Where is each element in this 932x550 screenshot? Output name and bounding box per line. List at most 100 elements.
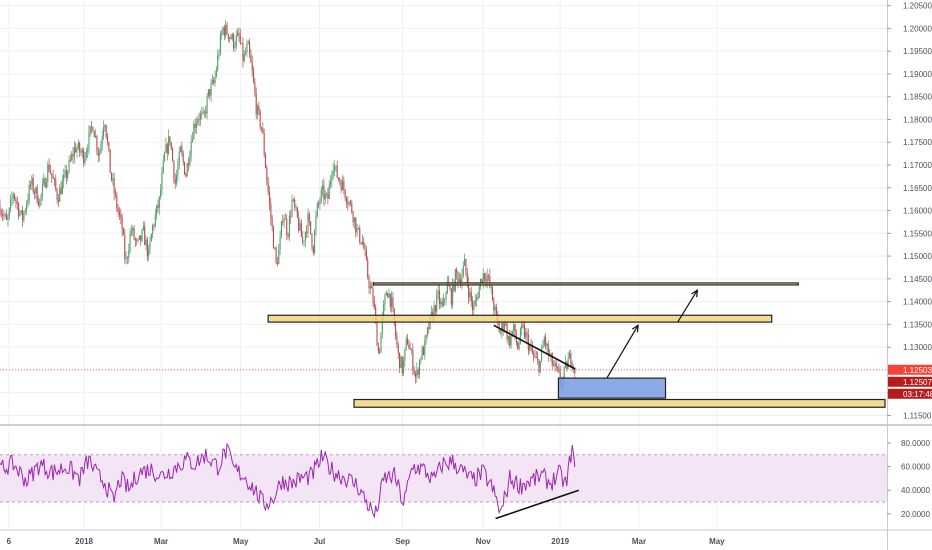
candle-body xyxy=(166,144,168,154)
candle-body xyxy=(67,171,69,179)
candle-body xyxy=(311,233,313,247)
candle-body xyxy=(450,289,452,305)
x-tick-label: Mar xyxy=(632,537,646,546)
candle-body xyxy=(223,27,225,36)
candle-body xyxy=(237,32,239,36)
candle-body xyxy=(102,127,105,137)
candle-body xyxy=(112,178,114,181)
rsi-pane[interactable] xyxy=(0,442,887,519)
candle-body xyxy=(215,69,217,77)
candle-body xyxy=(255,93,257,115)
candle-body xyxy=(214,76,216,83)
support-resistance-zone[interactable] xyxy=(353,398,886,408)
projection-arrow-2[interactable] xyxy=(677,289,699,322)
candle-body xyxy=(48,164,50,171)
y-tick-label: 1.14000 xyxy=(903,298,932,307)
candle-body xyxy=(201,112,203,114)
candle-body xyxy=(322,185,324,190)
candle-body xyxy=(254,82,256,94)
candle-body xyxy=(114,193,117,195)
candle-body xyxy=(487,275,490,277)
candle-body xyxy=(14,194,16,200)
candle-body xyxy=(458,279,460,283)
candle-body xyxy=(438,290,440,304)
candle-body xyxy=(173,160,175,180)
price-pane[interactable] xyxy=(0,20,887,393)
candle-body xyxy=(307,213,309,233)
candle-body xyxy=(485,278,487,282)
candle-body xyxy=(235,35,237,46)
support-resistance-zone[interactable] xyxy=(267,314,773,323)
candle-body xyxy=(44,178,46,188)
candle-body xyxy=(495,307,498,315)
candle-body xyxy=(182,153,184,163)
candle-body xyxy=(40,194,42,200)
candle-body xyxy=(156,205,158,215)
drawings-layer[interactable] xyxy=(267,282,886,520)
candle-body xyxy=(179,146,182,152)
candle-body xyxy=(412,349,414,371)
candle-body xyxy=(83,149,85,164)
candle-body xyxy=(7,216,9,220)
candle-body xyxy=(195,123,198,129)
candle-body xyxy=(344,189,346,199)
candle-body xyxy=(442,299,444,307)
candle-body xyxy=(278,249,280,265)
candle-body xyxy=(271,217,273,227)
candle-body xyxy=(551,353,553,366)
x-tick-label: 2019 xyxy=(551,537,569,546)
candle-body xyxy=(452,282,454,305)
candle-body xyxy=(160,190,162,197)
candle-body xyxy=(353,217,355,223)
candle-body xyxy=(514,324,516,337)
candle-body xyxy=(28,184,30,201)
candle-body xyxy=(77,142,79,149)
candle-body xyxy=(441,301,443,307)
candle-body xyxy=(482,273,484,283)
candle-body xyxy=(375,306,377,321)
candle-body xyxy=(36,187,38,203)
candle-body xyxy=(316,203,318,217)
candle-body xyxy=(530,345,532,347)
candle-body xyxy=(517,342,519,350)
candle-body xyxy=(291,199,293,217)
candle-body xyxy=(193,124,195,140)
candle-body xyxy=(491,286,494,301)
candle-body xyxy=(181,146,183,154)
price-trendline[interactable] xyxy=(493,324,576,370)
candle-body xyxy=(298,217,300,231)
candle-body xyxy=(294,199,296,208)
candle-body xyxy=(6,214,8,220)
candle-body xyxy=(81,149,83,153)
candle-body xyxy=(59,187,61,202)
candle-body xyxy=(534,355,536,357)
candle-body xyxy=(410,349,413,351)
support-resistance-zone[interactable] xyxy=(372,282,799,286)
candle-body xyxy=(340,182,342,191)
candle-body xyxy=(8,207,10,217)
candle-body xyxy=(507,336,509,340)
demand-zone-box[interactable] xyxy=(557,377,667,399)
y-tick-label: 1.15500 xyxy=(903,229,932,238)
candle-body xyxy=(56,189,58,200)
rsi-divergence-trendline[interactable] xyxy=(495,489,580,520)
candle-body xyxy=(0,213,2,215)
y-tick-label: 1.13500 xyxy=(903,320,932,329)
candle-body xyxy=(209,89,211,96)
candle-body xyxy=(547,343,549,356)
projection-arrow-1[interactable] xyxy=(606,324,639,378)
x-tick-label: May xyxy=(233,537,249,546)
rsi-line xyxy=(0,442,576,519)
candle-body xyxy=(320,189,322,202)
candle-body xyxy=(502,323,504,330)
rsi-tick-label: 60.0000 xyxy=(901,463,930,472)
candle-body xyxy=(339,179,341,183)
candle-body xyxy=(367,259,369,278)
candle-body xyxy=(206,96,208,114)
candle-body xyxy=(234,45,236,49)
candle-body xyxy=(462,265,464,276)
candle-body xyxy=(191,139,194,142)
candle-body xyxy=(559,371,561,383)
y-tick-label: 1.11500 xyxy=(903,411,932,420)
